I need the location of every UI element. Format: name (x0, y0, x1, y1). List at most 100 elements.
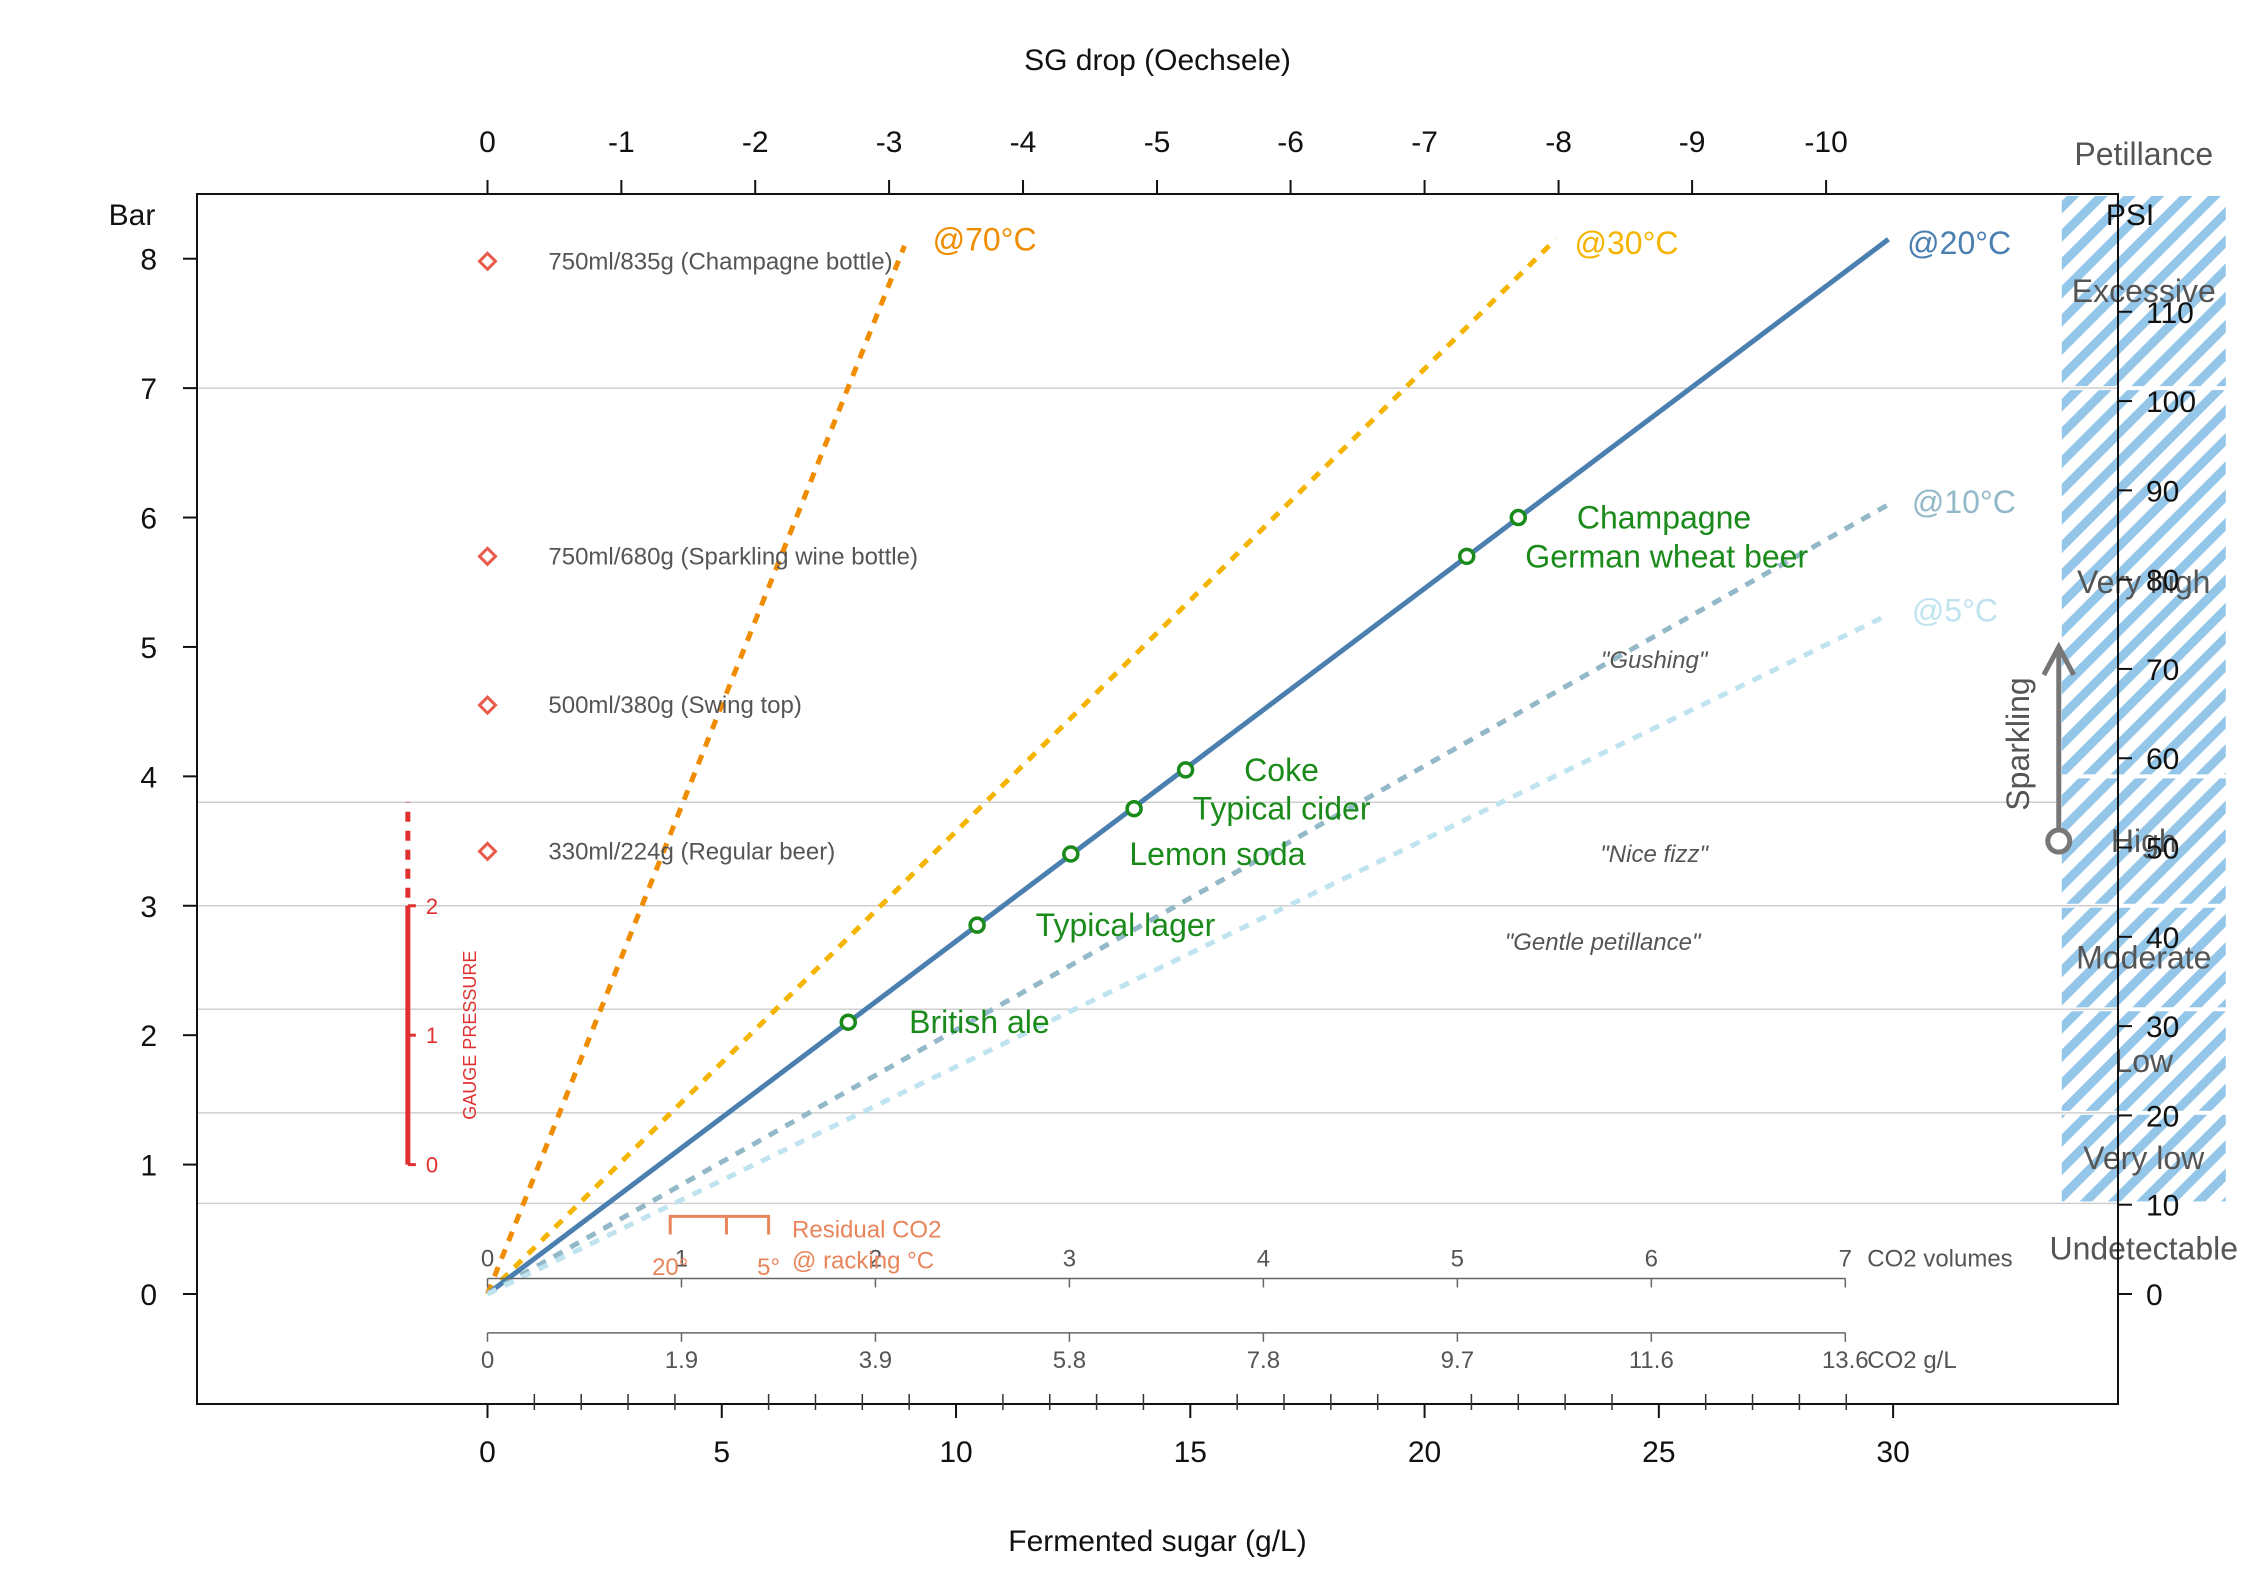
x-tick-label: 15 (1174, 1436, 1207, 1469)
y-tick-label: 7 (140, 373, 157, 406)
co2-gl-tick-label: 0 (481, 1347, 494, 1374)
co2-volumes-tick-label: 2 (869, 1245, 882, 1272)
petillance-level-label: Undetectable (2049, 1231, 2238, 1267)
series-line (486, 502, 1890, 1297)
y-tick-label: 8 (140, 244, 157, 277)
petillance-band (2061, 1114, 2226, 1202)
drink-point (1062, 845, 1080, 863)
fizz-annotation: "Nice fizz" (1600, 841, 1709, 868)
drink-point (968, 916, 986, 934)
drink-point (1509, 508, 1528, 527)
x-axis-title: Fermented sugar (g/L) (1008, 1525, 1306, 1558)
sparkling-label: Sparkling (2000, 677, 2036, 810)
drink-point (1176, 761, 1195, 779)
co2-gl-tick-label: 13.6 (1822, 1347, 1869, 1374)
bottle-label: 750ml/835g (Champagne bottle) (548, 248, 892, 275)
co2-volumes-tick-label: 7 (1839, 1245, 1852, 1272)
y-tick-label: 5 (140, 632, 157, 665)
petillance-level-label: Very high (2077, 564, 2210, 600)
top-tick-label: -7 (1411, 126, 1438, 159)
y-tick-label: 4 (140, 761, 157, 794)
drink-point (839, 1013, 858, 1031)
co2-gl-title: CO2 g/L (1867, 1347, 1956, 1374)
gauge-tick-label: 2 (426, 894, 438, 919)
top-tick-label: -1 (608, 126, 635, 159)
top-tick-label: 0 (479, 126, 496, 159)
right-axis-title: PSI (2106, 199, 2154, 232)
top-tick-label: -5 (1144, 126, 1171, 159)
drink-point (1457, 547, 1476, 566)
bottle-marker (477, 251, 498, 272)
top-tick-label: -2 (742, 126, 769, 159)
series-line (486, 612, 1890, 1297)
top-tick-label: -9 (1679, 126, 1706, 159)
co2-volumes-tick-label: 5 (1451, 1245, 1464, 1272)
bottle-label: 500ml/380g (Swing top) (548, 692, 801, 719)
psi-tick-label: 100 (2146, 386, 2196, 419)
y-tick-label: 3 (140, 891, 157, 924)
petillance-band (2061, 390, 2226, 775)
series-line (485, 237, 1558, 1296)
x-tick-label: 25 (1642, 1436, 1675, 1469)
series-label: @10°C (1912, 484, 2016, 520)
petillance-panel: Undetectable Very low Low Moderate High Very … (2000, 196, 2238, 1267)
psi-tick-label: 10 (2146, 1190, 2179, 1223)
residual-co2-bracket (668, 1214, 771, 1235)
co2-gl-tick-label: 1.9 (665, 1347, 698, 1374)
residual-co2-title: Residual CO2 (792, 1216, 941, 1243)
residual-co2-subtitle: @ racking °C (792, 1247, 934, 1274)
drink-label: Typical cider (1193, 791, 1371, 827)
y-tick-label: 6 (140, 503, 157, 536)
co2-volumes-title: CO2 volumes (1867, 1245, 2012, 1272)
petillance-band (2061, 907, 2226, 1008)
psi-tick-label: 40 (2146, 922, 2179, 955)
co2-gl-tick-label: 7.8 (1247, 1347, 1280, 1374)
x-tick-label: 0 (479, 1436, 496, 1469)
x-tick-label: 10 (939, 1436, 972, 1469)
psi-tick-label: 60 (2146, 743, 2179, 776)
psi-tick-label: 0 (2146, 1279, 2163, 1312)
series-label: @20°C (1907, 225, 2011, 261)
left-axis-title: Bar (109, 199, 156, 232)
grid-lines (197, 387, 2118, 1205)
top-tick-label: -3 (876, 126, 903, 159)
bottle-label: 750ml/680g (Sparkling wine bottle) (548, 543, 918, 570)
petillance-level-label: Excessive (2072, 273, 2216, 309)
psi-tick-label: 30 (2146, 1011, 2179, 1044)
petillance-level-label: Low (2114, 1043, 2174, 1079)
gauge-tick-label: 1 (426, 1023, 438, 1048)
bottle-label: 330ml/224g (Regular beer) (548, 838, 835, 865)
drink-label: Champagne (1577, 500, 1751, 536)
petillance-level-label: High (2111, 823, 2177, 859)
x-tick-label: 20 (1408, 1436, 1441, 1469)
co2-gl-tick-label: 9.7 (1441, 1347, 1474, 1374)
drink-point (1125, 799, 1143, 818)
psi-tick-label: 20 (2146, 1100, 2179, 1133)
drink-label: Typical lager (1036, 907, 1216, 943)
x-tick-label: 5 (713, 1436, 730, 1469)
psi-tick-label: 80 (2146, 565, 2179, 598)
co2-volumes-tick-label: 3 (1063, 1245, 1076, 1272)
sparkling-arrow-head (2041, 641, 2076, 677)
series-label: @5°C (1912, 593, 1998, 629)
top-tick-label: -6 (1277, 126, 1304, 159)
drink-label: British ale (909, 1004, 1049, 1040)
residual-20-label: 20° (652, 1254, 688, 1281)
co2-gl-tick-label: 11.6 (1629, 1347, 1674, 1374)
x-tick-label: 30 (1876, 1436, 1909, 1469)
fizz-annotation: "Gentle petillance" (1505, 929, 1702, 956)
co2-volumes-tick-label: 1 (675, 1245, 688, 1272)
y-tick-label: 1 (140, 1150, 157, 1183)
petillance-level-label: Very low (2083, 1140, 2205, 1176)
drink-label: German wheat beer (1525, 538, 1808, 574)
petillance-band (2061, 778, 2226, 904)
plot-frame (196, 193, 2119, 1405)
top-tick-label: -10 (1804, 126, 1847, 159)
petillance-level-label: Moderate (2076, 940, 2211, 976)
bottle-marker (477, 546, 498, 567)
y-tick-label: 0 (140, 1279, 157, 1312)
series-label: @30°C (1574, 225, 1678, 261)
top-axis-title: SG drop (Oechsele) (1024, 44, 1291, 77)
annotations: British ale Typical lager Lemon soda Typica… (405, 248, 2013, 1374)
